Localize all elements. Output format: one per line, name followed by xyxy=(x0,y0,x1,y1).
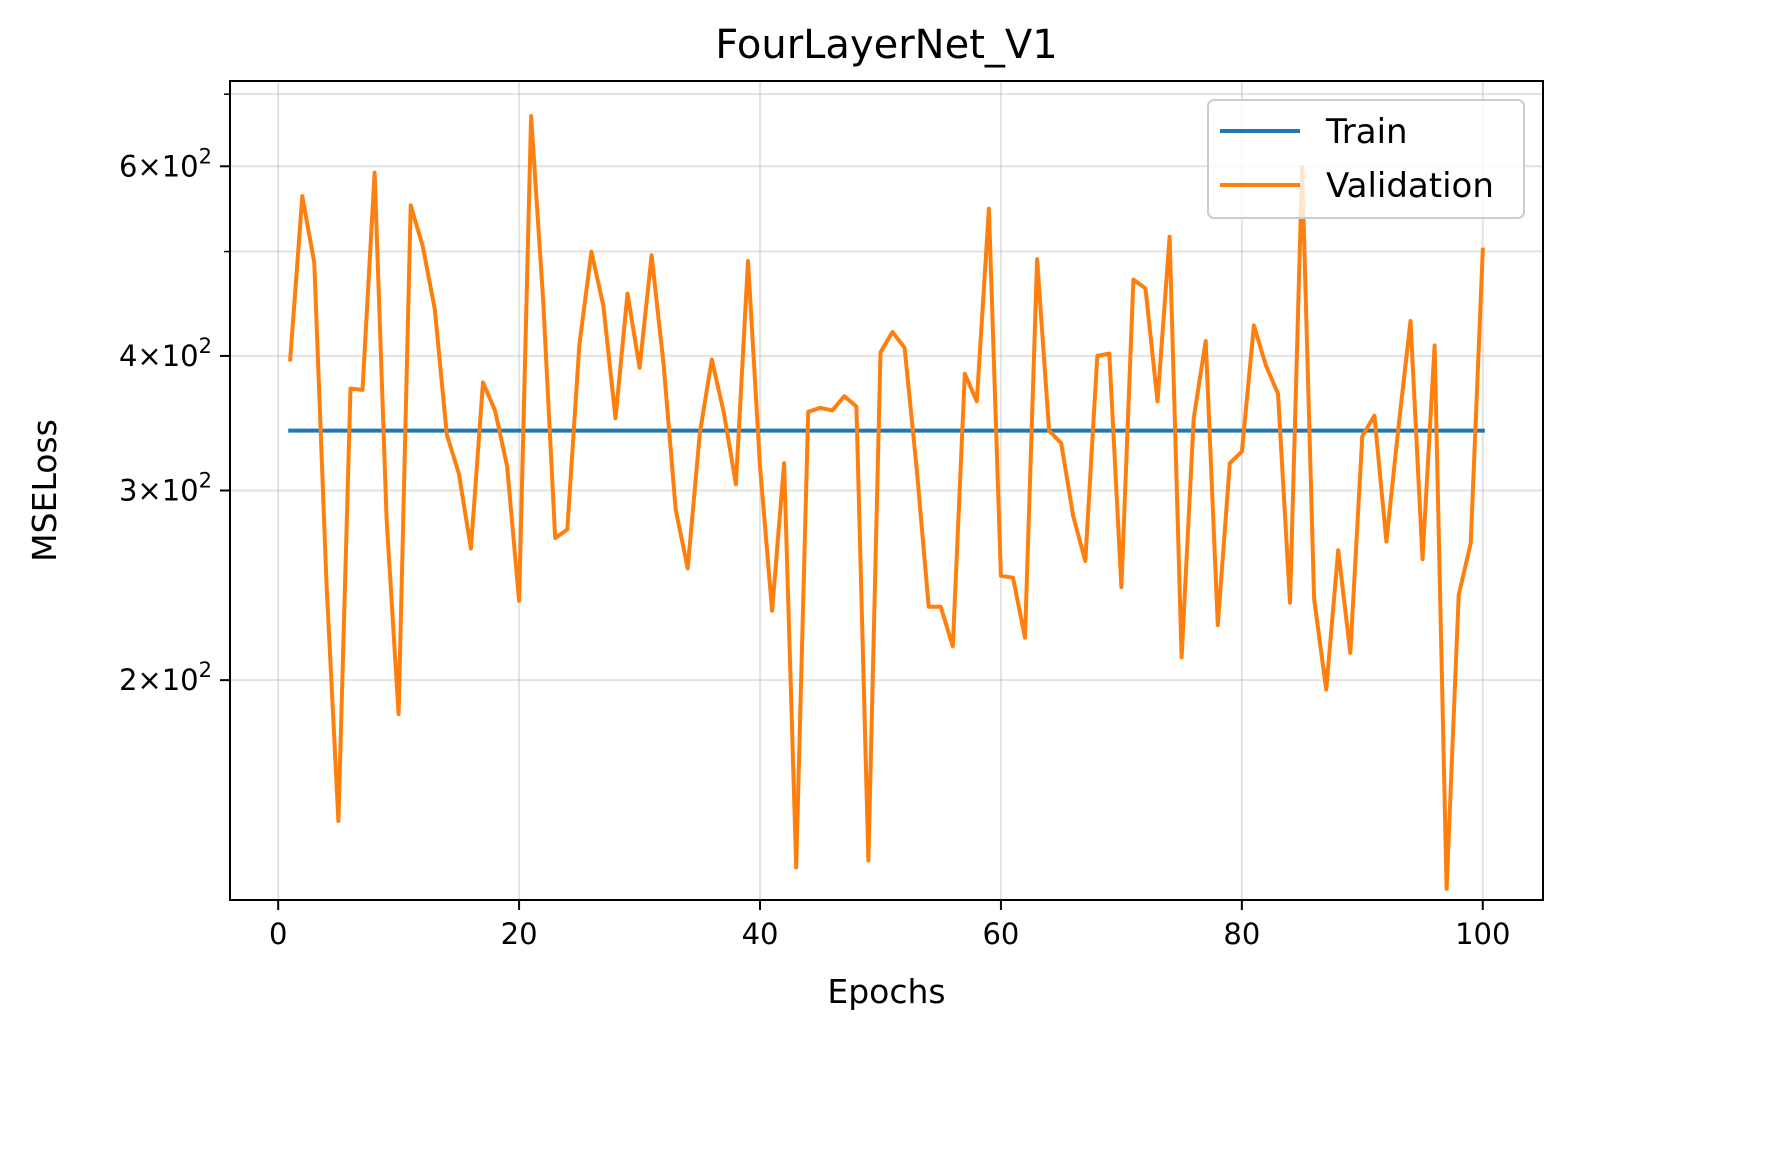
x-tick-label: 100 xyxy=(1455,917,1510,951)
legend-label-train: Train xyxy=(1325,112,1408,152)
y-tick-label: 4×102 xyxy=(119,334,212,373)
series-lines xyxy=(288,114,1485,891)
y-tick-label: 3×102 xyxy=(119,469,212,508)
x-tick-label: 60 xyxy=(982,917,1019,951)
y-tick-label: 2×102 xyxy=(119,658,212,697)
chart-title: FourLayerNet_V1 xyxy=(715,22,1057,68)
axis-ticks: 0 20 40 60 80 100 2×102 3×102 4×102 6×102 xyxy=(119,93,1510,951)
x-tick-label: 80 xyxy=(1223,917,1260,951)
series-line-validation xyxy=(288,114,1485,891)
x-axis-label: Epochs xyxy=(827,972,945,1011)
x-tick-label: 20 xyxy=(501,917,538,951)
legend: Train Validation xyxy=(1207,99,1525,219)
x-tick-label: 40 xyxy=(742,917,779,951)
x-tick-label: 0 xyxy=(269,917,287,951)
y-tick-label: 6×102 xyxy=(119,144,212,183)
y-axis-label: MSELoss xyxy=(25,419,64,562)
legend-label-validation: Validation xyxy=(1326,166,1494,206)
